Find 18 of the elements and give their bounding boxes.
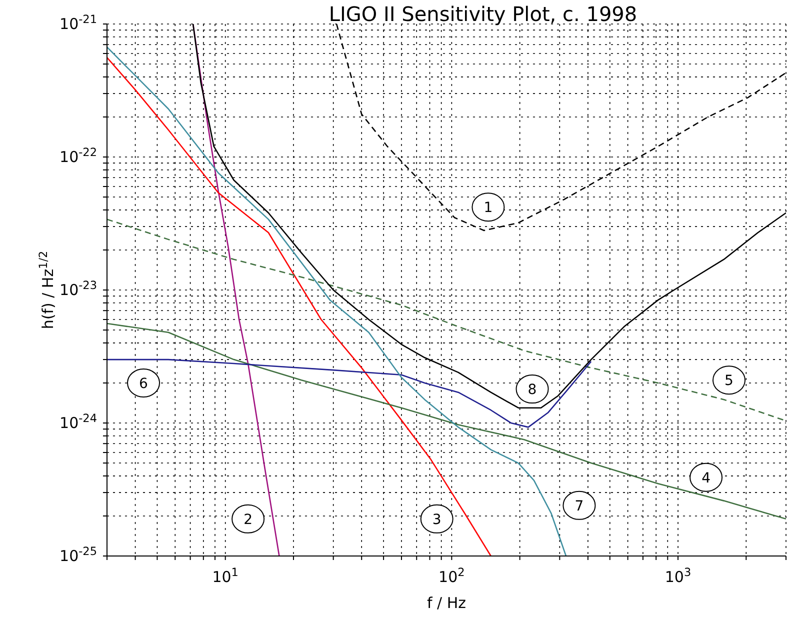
x-tick-label: 10$^{1}$ [212, 566, 238, 586]
annotation: 5 [724, 373, 734, 390]
y-tick-label: 10$^{-21}$ [60, 12, 97, 33]
y-tick-label: 10$^{-22}$ [60, 146, 97, 166]
annotation: 2 [244, 512, 253, 528]
y-tick-label: 10$^{-25}$ [60, 544, 97, 565]
annotation: 8 [528, 382, 537, 398]
x-tick-label: 10$^{3}$ [664, 566, 692, 586]
annotation: 3 [432, 512, 442, 528]
x-tick-label: 10$^{2}$ [438, 566, 465, 586]
chart-title: LIGO II Sensitivity Plot, c. 1998 [328, 2, 638, 26]
annotation: 6 [139, 376, 148, 392]
annotation: 7 [574, 498, 584, 514]
annotation: 4 [702, 470, 711, 486]
y-tick-label: 10$^{-24}$ [60, 412, 97, 432]
y-tick-label: 10$^{-23}$ [60, 278, 97, 299]
x-axis-title: f / Hz [426, 594, 466, 612]
annotation: 1 [484, 200, 493, 216]
